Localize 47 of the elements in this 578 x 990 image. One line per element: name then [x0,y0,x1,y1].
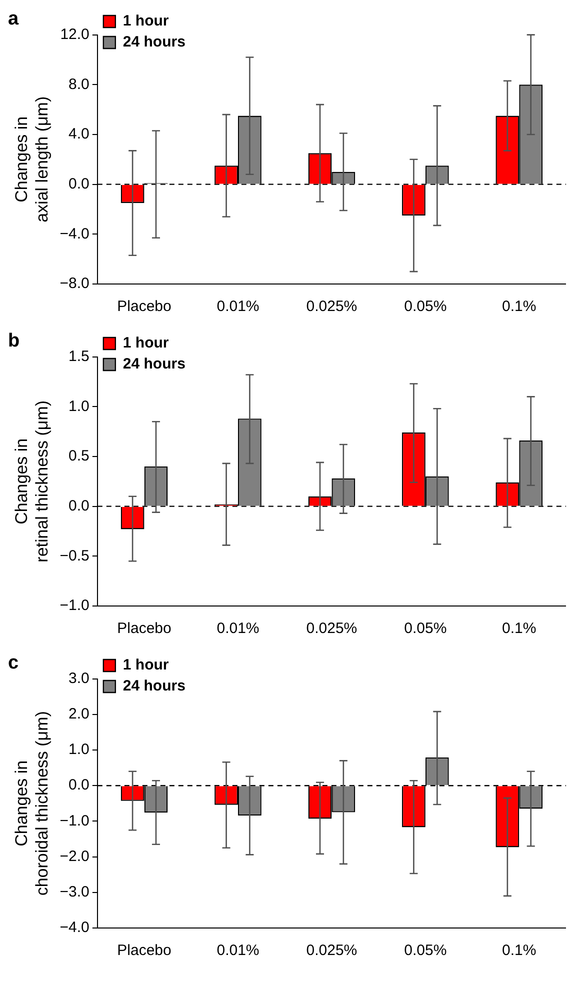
legend-label: 24 hours [122,678,186,695]
y-tick-label: 0.0 [68,776,90,794]
y-tick-label: −1.0 [60,812,90,830]
y-tick-label: −1.0 [60,597,90,614]
y-tick-label: 1.0 [68,398,90,415]
x-tick-label: 0.01% [216,298,260,316]
y-axis-title: Changes in axial length (μm) [12,96,52,222]
legend-label: 1 hour [122,334,169,352]
y-axis-title: Changes in retinal thickness (μm) [12,400,52,562]
legend-label: 24 hours [122,34,186,51]
y-tick-label: −0.5 [60,547,90,564]
y-tick-label: 8.0 [68,76,90,93]
legend-label: 1 hour [122,656,169,674]
y-tick-label: 1.5 [68,348,90,365]
y-axis-title: Changes in choroidal thickness (μm) [12,711,52,896]
y-tick-label: −2.0 [60,848,90,865]
y-tick-label: 0.0 [68,175,90,192]
y-tick-label: −4.0 [60,225,90,242]
y-tick-label: 0.5 [68,448,90,465]
x-tick-label: Placebo [117,620,172,638]
y-tick-label: 4.0 [68,126,90,143]
x-tick-label: 0.05% [404,298,447,316]
x-tick-label: 0.1% [502,298,536,316]
x-tick-label: 0.01% [216,620,260,638]
chart-title: c [8,652,19,674]
x-tick-label: Placebo [117,298,172,316]
x-tick-label: 0.1% [502,942,536,960]
legend-label: 24 hours [122,356,186,373]
x-tick-label: 0.05% [404,620,447,638]
y-tick-label: 0.0 [68,497,90,514]
x-tick-label: 0.05% [404,942,447,960]
legend-label: 1 hour [122,12,169,30]
y-tick-label: −3.0 [60,884,90,901]
y-tick-label: 12.0 [60,26,90,43]
y-tick-label: −4.0 [60,919,90,936]
x-tick-label: 0.1% [502,620,536,638]
y-tick-label: −8.0 [60,275,90,292]
x-tick-label: 0.025% [306,620,358,638]
y-tick-label: 1.0 [68,741,90,758]
x-tick-label: Placebo [117,942,172,960]
x-tick-label: 0.025% [306,298,358,316]
chart-title: a [8,8,19,30]
chart-title: b [8,330,20,352]
x-tick-label: 0.025% [306,942,358,960]
x-tick-label: 0.01% [216,942,260,960]
y-tick-label: 2.0 [68,706,90,723]
y-tick-label: 3.0 [68,670,90,687]
